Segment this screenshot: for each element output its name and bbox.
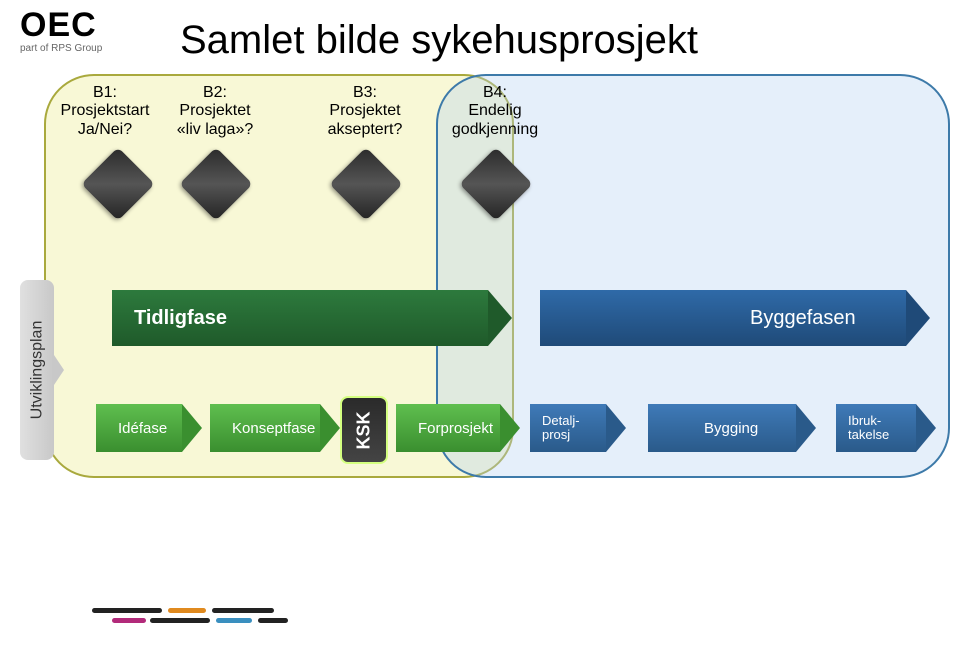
decision-label: B3:Prosjektetakseptert? bbox=[310, 84, 420, 139]
footer-bar bbox=[92, 608, 162, 613]
logo-sub: part of RPS Group bbox=[20, 43, 102, 54]
logo: OEC part of RPS Group bbox=[20, 6, 102, 54]
phase-arrow-label: Tidligfase bbox=[112, 290, 488, 346]
phase-arrow-label: Bygging bbox=[648, 404, 796, 452]
arrow-tip-icon bbox=[916, 404, 936, 452]
footer-bar bbox=[258, 618, 288, 623]
decision-label: B1:ProsjektstartJa/Nei? bbox=[50, 84, 160, 139]
utviklingsplan-label: Utviklingsplan bbox=[28, 321, 46, 420]
ksk-box: KSK bbox=[340, 396, 388, 464]
phase-arrow-label: Forprosjekt bbox=[396, 404, 500, 452]
page: OEC part of RPS Group Samlet bilde sykeh… bbox=[0, 0, 960, 652]
phase-arrow-label: Konseptfase bbox=[210, 404, 320, 452]
arrow-tip-icon bbox=[320, 404, 340, 452]
footer-bar bbox=[112, 618, 146, 623]
decision-label: B4:Endeliggodkjenning bbox=[440, 84, 550, 139]
phase-arrow-label: Ibruk- takelse bbox=[836, 404, 916, 452]
phase-arrow-label: Byggefasen bbox=[540, 290, 906, 346]
footer-bar bbox=[168, 608, 206, 613]
arrow-tip-icon bbox=[906, 290, 930, 346]
phase-arrow: Idéfase bbox=[96, 404, 202, 452]
utviklingsplan-pill: Utviklingsplan bbox=[20, 280, 54, 460]
page-title: Samlet bilde sykehusprosjekt bbox=[180, 18, 698, 63]
decision-label: B2:Prosjektet«liv laga»? bbox=[160, 84, 270, 139]
arrow-tip-icon bbox=[182, 404, 202, 452]
phase-arrow-label: Detalj- prosj bbox=[530, 404, 606, 452]
ksk-label: KSK bbox=[353, 411, 374, 449]
arrow-tip-icon bbox=[606, 404, 626, 452]
footer-bar bbox=[216, 618, 252, 623]
arrow-tip-icon bbox=[796, 404, 816, 452]
logo-text: OEC bbox=[20, 6, 102, 45]
footer-bar bbox=[150, 618, 210, 623]
arrow-tip-icon bbox=[500, 404, 520, 452]
phase-arrow: Byggefasen bbox=[540, 290, 930, 346]
phase-arrow: Bygging bbox=[648, 404, 816, 452]
phase-arrow: Konseptfase bbox=[210, 404, 340, 452]
phase-arrow-label: Idéfase bbox=[96, 404, 182, 452]
phase-arrow: Ibruk- takelse bbox=[836, 404, 936, 452]
phase-arrow: Forprosjekt bbox=[396, 404, 520, 452]
phase-arrow: Tidligfase bbox=[112, 290, 512, 346]
arrow-tip-icon bbox=[488, 290, 512, 346]
phase-arrow: Detalj- prosj bbox=[530, 404, 626, 452]
footer-bar bbox=[212, 608, 274, 613]
